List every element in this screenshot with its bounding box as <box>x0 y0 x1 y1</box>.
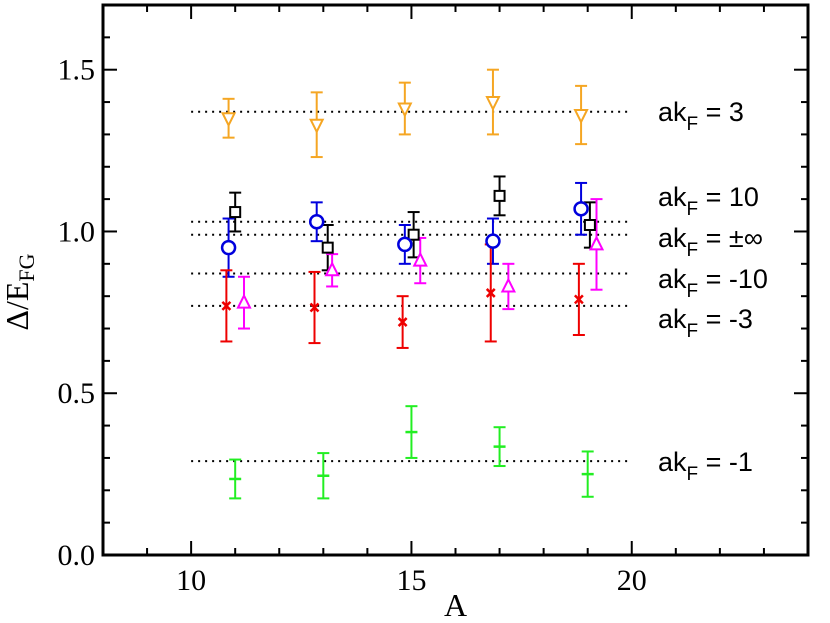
series-label-rest: = -10 <box>698 264 768 294</box>
series-label-sub: F <box>687 199 699 220</box>
data-point <box>321 241 334 254</box>
series-label-sub: F <box>687 114 699 135</box>
series-label-main: ak <box>658 304 687 334</box>
data-point <box>407 228 420 241</box>
data-point <box>485 96 501 112</box>
series-label-main: ak <box>658 97 687 127</box>
data-point <box>485 288 496 298</box>
series-label-rest: = -1 <box>698 447 753 477</box>
series-label: akF = 10 <box>658 182 759 220</box>
data-point <box>583 219 596 231</box>
series-label-main: ak <box>658 182 687 212</box>
series-label: akF = -10 <box>658 264 768 302</box>
data-point <box>308 214 325 230</box>
series-label-rest: = 10 <box>698 182 759 212</box>
data-point <box>573 201 589 217</box>
series-label-sub: F <box>687 464 699 485</box>
series-label-sub: F <box>687 240 699 261</box>
y-tick-label: 1.0 <box>58 215 96 248</box>
data-point <box>397 317 408 327</box>
series-label: akF = -1 <box>658 447 753 485</box>
x-tick-label: 10 <box>176 564 206 597</box>
data-point <box>397 236 413 253</box>
data-point <box>573 109 589 125</box>
data-point <box>485 233 501 249</box>
data-point <box>500 277 516 293</box>
data-point <box>309 118 325 134</box>
x-axis-title: A <box>444 587 467 623</box>
data-point <box>229 206 242 219</box>
plot-frame <box>101 3 810 557</box>
series-label: akF = -3 <box>658 304 753 342</box>
series-label-sub: F <box>687 321 699 342</box>
series-label-main: ak <box>658 447 687 477</box>
y-axis-title-main: Δ/E <box>0 282 35 331</box>
y-axis-title-sub: FG <box>14 253 39 281</box>
series-label-main: ak <box>658 223 687 253</box>
series-label-sub: F <box>687 281 699 302</box>
y-tick-label: 1.5 <box>58 54 96 87</box>
series-label-main: ak <box>658 264 687 294</box>
y-tick-label: 0.5 <box>58 377 96 410</box>
series-label-rest: = ±∞ <box>698 223 763 253</box>
error-bars <box>220 68 603 500</box>
series-label-rest: = 3 <box>698 97 744 127</box>
data-point <box>412 251 428 267</box>
data-point <box>220 112 237 128</box>
data-point <box>397 102 413 118</box>
series-label: akF = 3 <box>658 97 744 135</box>
y-tick-label: 0.0 <box>58 539 96 572</box>
y-axis-title: Δ/EFG <box>0 253 39 330</box>
data-markers <box>220 96 605 481</box>
data-point <box>493 189 506 202</box>
axis-ticks: 10 15 20 0.0 0.5 1.0 1.5 <box>58 5 809 597</box>
data-point <box>220 239 237 256</box>
x-tick-label: 15 <box>396 564 426 597</box>
data-point <box>236 293 252 309</box>
data-point <box>309 302 320 313</box>
series-label-rest: = -3 <box>698 304 753 334</box>
x-tick-label: 20 <box>617 564 647 597</box>
data-point <box>588 235 605 251</box>
series-label: akF = ±∞ <box>658 223 763 261</box>
data-point <box>573 294 584 305</box>
data-point <box>324 261 340 277</box>
data-point <box>221 300 232 311</box>
